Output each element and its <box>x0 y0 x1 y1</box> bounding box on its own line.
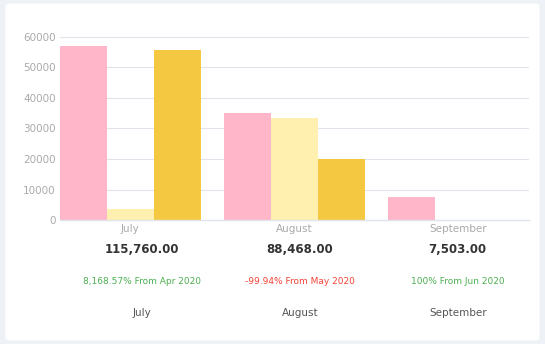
Text: 115,760.00: 115,760.00 <box>105 243 179 256</box>
Text: 100% From Jun 2020: 100% From Jun 2020 <box>411 277 505 286</box>
Bar <box>318 159 365 220</box>
Text: -99.94% From May 2020: -99.94% From May 2020 <box>245 277 355 286</box>
Bar <box>224 113 271 220</box>
FancyBboxPatch shape <box>5 3 540 341</box>
Bar <box>388 197 435 220</box>
Bar <box>154 51 201 220</box>
Bar <box>271 118 318 220</box>
Text: September: September <box>429 308 487 318</box>
Bar <box>60 46 107 220</box>
Text: 7,503.00: 7,503.00 <box>429 243 487 256</box>
Text: August: August <box>281 308 318 318</box>
Text: July: July <box>132 308 151 318</box>
Text: 88,468.00: 88,468.00 <box>267 243 333 256</box>
Text: 8,168.57% From Apr 2020: 8,168.57% From Apr 2020 <box>83 277 201 286</box>
Bar <box>107 209 154 220</box>
